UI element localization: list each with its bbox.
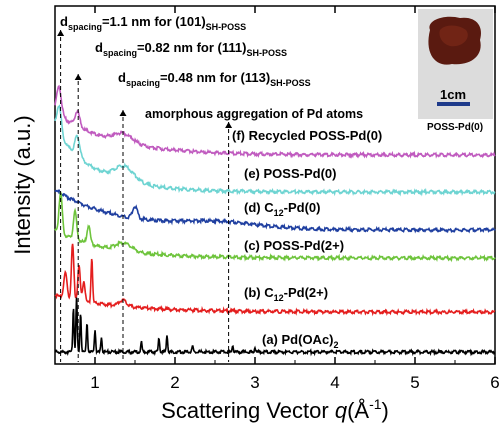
inset-photo: 1cm POSS-Pd(0): [418, 9, 493, 133]
annotation-text-2: dspacing=0.48 nm for (113)SH-POSS: [118, 70, 311, 88]
series-label-0: (f) Recycled POSS-Pd(0): [232, 128, 382, 143]
series-label-sub-2: 12: [274, 208, 284, 218]
annotation-part-2-1: spacing: [126, 78, 160, 88]
x-axis-label-var: q: [335, 398, 348, 423]
series-line-4: [54, 243, 496, 317]
annotation-part-1-0: d: [95, 40, 103, 55]
annotation-text-3: amorphous aggregation of Pd atoms: [145, 107, 363, 121]
y-axis-label: Intensity (a.u.): [10, 115, 35, 254]
series-label-main-4: (b) C: [244, 285, 274, 300]
annotation-part-1-2: =0.82 nm for (111): [137, 40, 246, 55]
annotation-text-0: dspacing=1.1 nm for (101)SH-POSS: [60, 14, 246, 32]
series-layer: [54, 84, 496, 357]
annotation-part-0-0: d: [60, 14, 68, 29]
inset-caption: POSS-Pd(0): [427, 122, 483, 133]
annotation-arrow-2: [119, 110, 127, 116]
annotation-part-3-0: amorphous aggregation of Pd atoms: [145, 107, 363, 121]
x-axis-label-main: Scattering Vector: [161, 398, 335, 423]
series-label-1: (e) POSS-Pd(0): [244, 166, 336, 181]
x-axis-label-unit: (Å: [347, 398, 369, 423]
annotation-arrow-1: [74, 74, 82, 80]
annotation-layer: dspacing=1.1 nm for (101)SH-POSSdspacing…: [57, 14, 363, 362]
series-labels: (f) Recycled POSS-Pd(0) (e) POSS-Pd(0) (d)…: [232, 128, 382, 350]
x-axis-label: Scattering Vector q(Å-1): [161, 396, 389, 423]
series-label-5: (a) Pd(OAc)2: [262, 332, 339, 350]
series-line-0: [54, 84, 496, 159]
x-tick-label-4: 5: [410, 373, 419, 392]
annotation-part-1-1: spacing: [103, 48, 137, 58]
annotation-part-2-0: d: [118, 70, 126, 85]
sample-powder-highlight: [439, 25, 468, 47]
series-label-3: (c) POSS-Pd(2+): [244, 238, 344, 253]
series-line-3: [54, 191, 496, 263]
series-label-main-5: (a) Pd(OAc): [262, 332, 334, 347]
series-label-4: (b) C12-Pd(2+): [244, 285, 328, 303]
series-label-2: (d) C12-Pd(0): [244, 200, 320, 218]
plot-frame: [54, 5, 496, 365]
x-axis-label-exp: -1: [369, 396, 382, 412]
series-line-1: [54, 104, 496, 197]
annotation-arrow-0: [57, 30, 65, 36]
annotation-text-1: dspacing=0.82 nm for (111)SH-POSS: [95, 40, 287, 58]
series-label-main-0: (f) Recycled POSS-Pd(0): [232, 128, 382, 143]
series-label-rest-2: -Pd(0): [284, 200, 321, 215]
series-label-sub-5: 2: [334, 340, 339, 350]
annotation-part-1-3: SH-POSS: [246, 48, 287, 58]
annotation-part-0-3: SH-POSS: [206, 22, 247, 32]
annotation-part-0-2: =1.1 nm for (101): [102, 14, 206, 29]
series-label-main-1: (e) POSS-Pd(0): [244, 166, 336, 181]
x-tick-label-1: 2: [170, 373, 179, 392]
annotation-part-2-2: =0.48 nm for (113): [160, 70, 270, 85]
x-tick-label-5: 6: [490, 373, 499, 392]
series-label-sub-4: 12: [274, 293, 284, 303]
series-label-main-3: (c) POSS-Pd(2+): [244, 238, 344, 253]
x-axis-label-close: ): [382, 398, 389, 423]
series-line-2: [54, 188, 496, 234]
scale-bar-label: 1cm: [440, 87, 466, 102]
annotation-arrow-3: [225, 122, 233, 128]
series-label-main-2: (d) C: [244, 200, 274, 215]
annotation-part-2-3: SH-POSS: [270, 78, 311, 88]
series-label-rest-4: -Pd(2+): [284, 285, 328, 300]
x-tick-label-2: 3: [250, 373, 259, 392]
series-line-5: [54, 297, 496, 357]
x-tick-label-0: 1: [90, 373, 99, 392]
annotation-part-0-1: spacing: [68, 22, 102, 32]
x-tick-label-3: 4: [330, 373, 339, 392]
